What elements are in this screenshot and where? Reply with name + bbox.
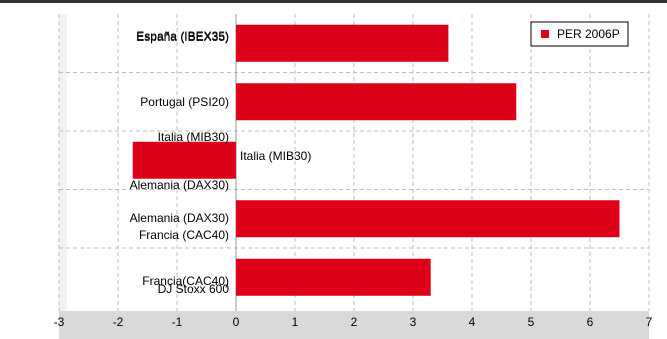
category-label: Alemania (DAX30) bbox=[130, 178, 229, 192]
category-label: Alemania (DAX30) bbox=[130, 211, 229, 225]
category-label: Portugal (PSI20) bbox=[140, 95, 229, 109]
category-label: Francia (CAC40) bbox=[139, 228, 229, 242]
top-rule bbox=[0, 0, 667, 3]
x-tick-label: 7 bbox=[646, 315, 653, 329]
x-tick-label: 6 bbox=[587, 315, 594, 329]
category-label: Italia (MIB30) bbox=[240, 149, 311, 163]
category-labels: España (IBEX35)España (IBEX35)Portugal (… bbox=[130, 29, 312, 296]
category-label: Italia (MIB30) bbox=[158, 130, 229, 144]
legend: PER 2006P bbox=[530, 21, 629, 47]
x-tick-labels: -3 -2 -1 0 1 2 3 4 5 6 7 bbox=[54, 315, 653, 329]
bar bbox=[132, 141, 236, 179]
x-tick-label: 1 bbox=[292, 315, 299, 329]
x-axis-band bbox=[59, 311, 649, 339]
x-tick-label: 4 bbox=[469, 315, 476, 329]
category-label: DJ Stoxx 600 bbox=[158, 282, 230, 296]
x-tick-label: -3 bbox=[54, 315, 65, 329]
category-label: Francia(CAC40) bbox=[142, 274, 229, 288]
bar bbox=[236, 200, 620, 238]
legend-swatch bbox=[541, 30, 549, 38]
x-tick-label: 5 bbox=[528, 315, 535, 329]
x-tick-label: 0 bbox=[233, 315, 240, 329]
bar bbox=[236, 258, 431, 296]
bar bbox=[236, 83, 517, 121]
x-tick-label: 3 bbox=[410, 315, 417, 329]
x-tick-label: 2 bbox=[351, 315, 358, 329]
bar bbox=[236, 24, 449, 62]
left-band bbox=[59, 14, 67, 311]
legend-label: PER 2006P bbox=[557, 27, 620, 41]
category-label: España (IBEX35) bbox=[136, 29, 229, 43]
x-tick-label: -2 bbox=[113, 315, 124, 329]
bars bbox=[132, 24, 620, 296]
category-label: España (IBEX35) bbox=[136, 30, 229, 44]
legend-box bbox=[530, 21, 629, 47]
x-tick-label: -1 bbox=[172, 315, 183, 329]
